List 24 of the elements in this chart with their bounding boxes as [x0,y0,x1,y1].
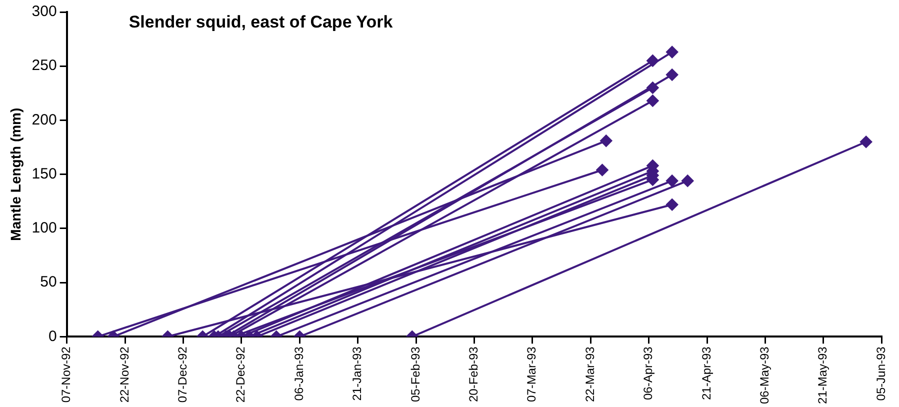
y-tick-label: 150 [32,165,57,182]
y-tick-label: 300 [32,3,57,20]
x-tick-label: 22-Nov-92 [117,346,132,403]
y-tick-label: 0 [48,328,57,345]
x-tick-label: 07-Mar-93 [524,346,539,402]
x-tick-label: 06-May-93 [758,346,772,404]
y-tick-label: 50 [40,274,57,291]
x-tick-label: 06-Jan-93 [292,346,306,401]
x-tick-label: 22-Mar-93 [582,346,597,402]
x-tick-label: 07-Nov-92 [59,346,74,403]
y-tick-label: 200 [32,111,57,128]
x-tick-label: 06-Apr-93 [641,346,656,400]
x-tick-label: 22-Dec-92 [234,346,248,403]
y-tick-label: 100 [32,220,57,237]
y-axis-title: Mantle Length (mm) [7,108,24,241]
x-tick-label: 05-Feb-93 [408,346,422,402]
x-tick-label: 21-May-93 [816,346,830,404]
chart-title: Slender squid, east of Cape York [128,12,394,32]
x-tick-label: 07-Dec-92 [176,346,190,403]
x-tick-label: 20-Feb-93 [466,346,481,402]
y-tick-label: 250 [32,57,57,74]
x-tick-label: 21-Jan-93 [350,346,364,401]
x-tick-label: 05-Jun-93 [874,346,888,401]
x-tick-label: 21-Apr-93 [699,346,714,400]
